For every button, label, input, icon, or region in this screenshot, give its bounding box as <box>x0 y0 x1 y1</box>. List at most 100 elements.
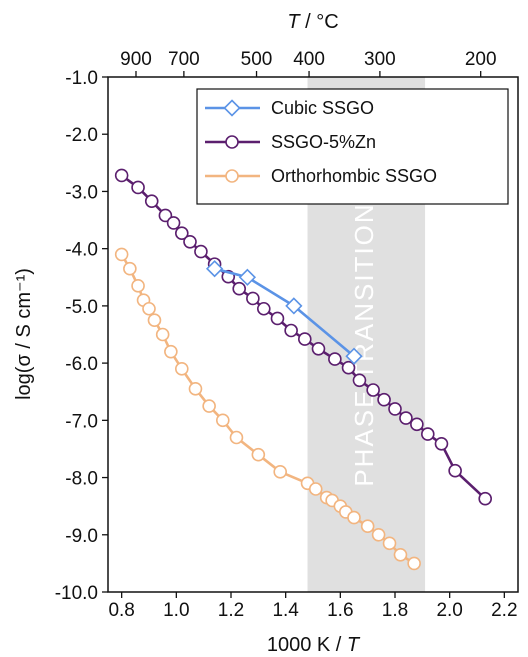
legend-marker <box>223 99 241 117</box>
x-tick-label: 1.6 <box>327 600 353 621</box>
data-point <box>366 383 380 397</box>
y-tick-label: -5.0 <box>65 297 98 318</box>
data-point <box>434 436 449 451</box>
data-point <box>399 411 413 425</box>
data-point <box>308 482 323 496</box>
x-axis-title-variable: T <box>347 634 361 656</box>
top-tick-label: 500 <box>241 49 273 70</box>
data-point <box>251 447 266 462</box>
plot-frame <box>107 76 519 593</box>
data-point <box>142 301 156 316</box>
top-axis-title: T / °C <box>287 11 338 33</box>
data-point <box>388 402 402 416</box>
x-tick-label: 2.2 <box>491 600 517 621</box>
data-point <box>420 427 435 441</box>
data-point <box>131 180 145 195</box>
top-tick-label: 900 <box>120 49 152 70</box>
data-point <box>175 362 189 376</box>
data-point <box>297 332 312 346</box>
data-point <box>188 382 203 396</box>
data-point <box>131 279 145 293</box>
series-2 <box>114 247 421 571</box>
phase-transition-label: PHASE TRANSITION <box>349 202 379 486</box>
data-point <box>284 323 298 338</box>
data-point <box>382 536 397 551</box>
y-tick-label: -6.0 <box>65 354 98 375</box>
data-point <box>158 208 173 223</box>
data-point <box>147 313 162 327</box>
data-point <box>345 347 363 365</box>
x-tick-label: 2.0 <box>436 600 462 621</box>
legend: Cubic SSGO SSGO-5%Zn Orthorhombic SSGO <box>196 88 509 205</box>
data-point <box>205 260 224 278</box>
y-tick-label: -2.0 <box>65 125 98 146</box>
axes-layer: 0.8 1.0 1.2 1.4 1.6 1.8 2.0 2.2 -10.0 -9.0 -8.0 -7.… <box>55 49 518 621</box>
y-axis-title: log(σ / S cm⁻¹) <box>13 268 35 400</box>
legend-items: Cubic SSGO SSGO-5%Zn Orthorhombic SSGO <box>205 98 437 186</box>
data-point <box>478 491 493 506</box>
y-tick-label: -1.0 <box>65 68 98 89</box>
data-point <box>393 548 408 562</box>
series-layer <box>114 168 493 571</box>
series-line <box>214 267 355 358</box>
x-axis-title: 1000 K / T <box>267 634 361 656</box>
data-point <box>202 399 216 413</box>
data-point <box>183 235 197 249</box>
top-axis-title-unit: / °C <box>300 11 339 33</box>
data-point <box>144 194 159 208</box>
data-point <box>229 430 244 445</box>
x-axis-title-prefix: 1000 K / <box>267 634 347 656</box>
data-point <box>360 519 375 533</box>
legend-label: Orthorhombic SSGO <box>271 166 437 186</box>
data-point <box>246 291 260 306</box>
data-point <box>194 244 208 259</box>
data-point <box>285 297 303 315</box>
data-point <box>155 327 170 342</box>
x-tick-label: 1.2 <box>218 600 244 621</box>
data-point <box>175 226 189 241</box>
x-tick-label: 1.0 <box>163 600 189 621</box>
data-point <box>164 344 178 359</box>
x-tick-label: 0.8 <box>108 600 134 621</box>
y-tick-label: -8.0 <box>65 469 98 490</box>
top-tick-label: 400 <box>293 49 325 70</box>
x-tick-label: 1.4 <box>272 600 299 621</box>
series-1 <box>114 168 493 506</box>
data-point <box>123 261 137 276</box>
data-point <box>448 463 462 478</box>
y-tick-label: -10.0 <box>55 583 98 604</box>
data-point <box>410 417 424 432</box>
data-point <box>216 413 230 428</box>
legend-label: SSGO-5%Zn <box>271 132 376 152</box>
y-tick-label: -3.0 <box>65 182 98 203</box>
y-tick-label: -4.0 <box>65 240 98 261</box>
legend-marker <box>225 169 239 183</box>
x-tick-label: 1.8 <box>382 600 408 621</box>
data-point <box>328 352 342 366</box>
top-tick-label: 700 <box>168 49 200 70</box>
data-point <box>407 556 421 571</box>
top-tick-label: 200 <box>465 49 497 70</box>
data-point <box>232 281 246 296</box>
data-point <box>352 373 367 388</box>
data-point <box>114 247 129 262</box>
data-point <box>166 216 181 230</box>
data-point <box>347 510 361 525</box>
legend-marker <box>225 135 239 149</box>
data-point <box>114 168 129 183</box>
data-point <box>377 392 391 407</box>
data-point <box>341 360 356 375</box>
data-point <box>270 311 285 326</box>
data-point <box>311 342 326 356</box>
legend-label: Cubic SSGO <box>271 98 374 118</box>
top-axis-title-variable: T <box>287 11 301 33</box>
data-point <box>238 268 257 286</box>
y-tick-label: -7.0 <box>65 411 98 432</box>
series-0 <box>205 260 363 365</box>
data-point <box>273 465 288 479</box>
data-point <box>371 527 386 542</box>
top-tick-label: 300 <box>364 49 396 70</box>
y-tick-label: -9.0 <box>65 526 98 547</box>
data-point <box>256 301 271 316</box>
